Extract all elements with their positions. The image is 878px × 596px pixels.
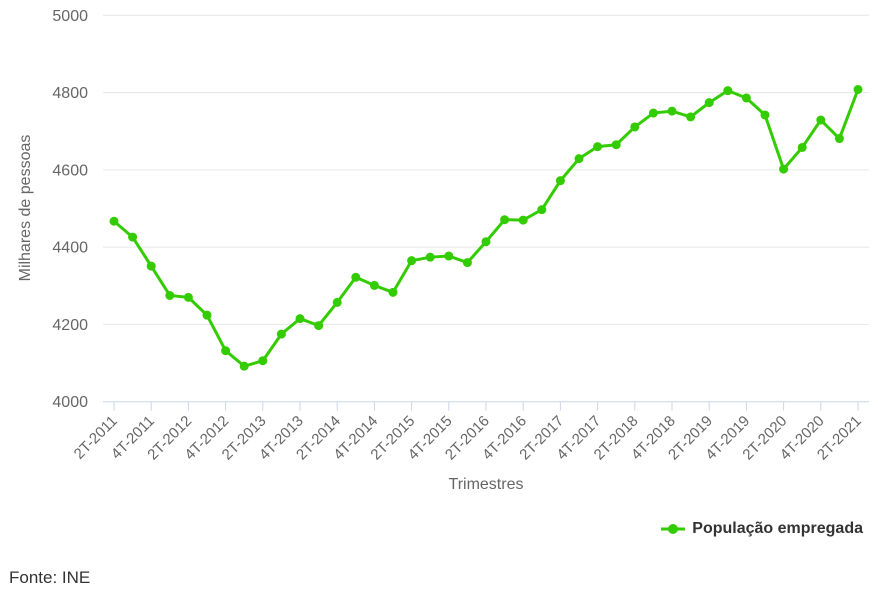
source-note: Fonte: INE bbox=[9, 568, 91, 587]
data-point-marker[interactable] bbox=[109, 216, 119, 226]
legend-label: População empregada bbox=[692, 520, 863, 537]
data-point-marker[interactable] bbox=[462, 258, 472, 268]
data-point-marker[interactable] bbox=[444, 251, 454, 261]
data-point-marker[interactable] bbox=[537, 205, 547, 215]
data-point-marker[interactable] bbox=[611, 140, 621, 150]
data-point-marker[interactable] bbox=[723, 86, 733, 96]
data-point-marker[interactable] bbox=[239, 361, 249, 371]
legend-item[interactable]: População empregada bbox=[661, 520, 863, 538]
y-axis-label: 5000 bbox=[52, 8, 88, 25]
data-point-marker[interactable] bbox=[630, 122, 640, 132]
data-point-marker[interactable] bbox=[425, 252, 435, 262]
y-axis-title: Milhares de pessoas bbox=[17, 135, 34, 282]
data-point-marker[interactable] bbox=[760, 110, 770, 120]
data-point-marker[interactable] bbox=[221, 346, 231, 356]
data-point-marker[interactable] bbox=[593, 142, 603, 152]
data-point-marker[interactable] bbox=[369, 280, 379, 290]
data-point-marker[interactable] bbox=[853, 84, 863, 94]
y-axis-label: 4400 bbox=[52, 240, 88, 257]
legend-marker-icon bbox=[661, 524, 686, 534]
data-point-marker[interactable] bbox=[258, 356, 268, 366]
data-point-marker[interactable] bbox=[797, 142, 807, 152]
data-point-marker[interactable] bbox=[314, 321, 324, 331]
plot-area: Milhares de pessoas Trimestres 4000 4200 4… bbox=[17, 8, 869, 493]
data-point-marker[interactable] bbox=[351, 272, 361, 282]
data-point-marker[interactable] bbox=[332, 297, 342, 307]
y-axis-label: 4800 bbox=[52, 85, 88, 102]
data-point-marker[interactable] bbox=[295, 314, 305, 324]
y-axis-label: 4200 bbox=[52, 317, 88, 334]
data-point-marker[interactable] bbox=[481, 237, 491, 247]
data-point-marker[interactable] bbox=[667, 106, 677, 116]
data-point-marker[interactable] bbox=[518, 215, 528, 225]
x-axis-title: Trimestres bbox=[449, 476, 524, 493]
data-point-marker[interactable] bbox=[686, 112, 696, 122]
data-point-marker[interactable] bbox=[388, 287, 398, 297]
data-point-marker[interactable] bbox=[648, 108, 658, 118]
y-axis-label: 4600 bbox=[52, 162, 88, 179]
data-point-marker[interactable] bbox=[741, 93, 751, 103]
data-point-marker[interactable] bbox=[834, 134, 844, 144]
data-point-marker[interactable] bbox=[407, 256, 417, 266]
data-point-marker[interactable] bbox=[816, 115, 826, 125]
data-point-marker[interactable] bbox=[704, 98, 714, 108]
data-point-marker[interactable] bbox=[500, 215, 510, 225]
data-point-marker[interactable] bbox=[276, 329, 286, 339]
data-point-marker[interactable] bbox=[146, 261, 156, 271]
data-point-marker[interactable] bbox=[128, 232, 138, 242]
data-point-marker[interactable] bbox=[779, 164, 789, 174]
data-point-marker[interactable] bbox=[555, 176, 565, 186]
data-point-marker[interactable] bbox=[183, 292, 193, 302]
legend-dot bbox=[668, 524, 679, 534]
data-point-marker[interactable] bbox=[165, 290, 175, 300]
data-point-marker[interactable] bbox=[202, 310, 212, 320]
data-point-marker[interactable] bbox=[574, 154, 584, 164]
y-axis-label: 4000 bbox=[52, 394, 88, 411]
